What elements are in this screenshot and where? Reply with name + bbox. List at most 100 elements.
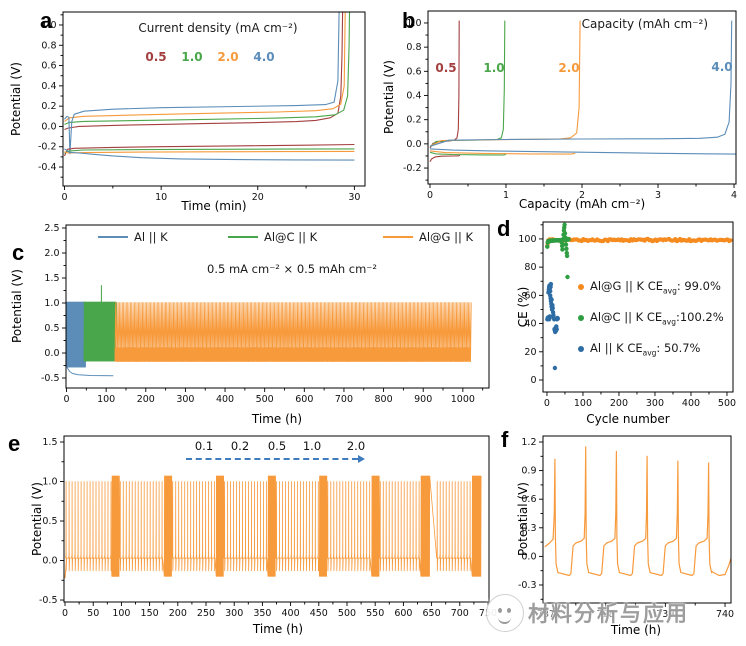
x-tick-label: 200 bbox=[137, 394, 155, 405]
d-scatter-point bbox=[564, 246, 569, 251]
b-series-3 bbox=[429, 20, 733, 147]
x-tick-label: 300 bbox=[646, 398, 664, 409]
y-tick-label: 0.8 bbox=[41, 40, 56, 51]
y-tick-label: 1.5 bbox=[44, 273, 59, 284]
panel-b-frame bbox=[427, 10, 737, 185]
rate-arrow-head-icon bbox=[358, 455, 365, 463]
y-tick-label: 0.0 bbox=[44, 348, 59, 359]
panel-c-annotation: 0.5 mA cm⁻² × 0.5 mAh cm⁻² bbox=[207, 262, 377, 276]
x-tick-label: 100 bbox=[112, 608, 130, 619]
x-tick-label: 800 bbox=[375, 394, 393, 405]
panel-f: 737 738 739 740 -0.3 0.0 0.3 0.6 0.9 1.2 bbox=[518, 435, 734, 620]
y-tick-label: 0.3 bbox=[521, 523, 536, 534]
e-series-1 bbox=[65, 475, 482, 577]
x-tick-label: 4 bbox=[731, 190, 737, 201]
y-tick-label: -0.5 bbox=[39, 595, 58, 606]
legend-label: Al@G || K bbox=[419, 230, 474, 244]
panel-d: 0 100 200 300 400 500 0 20 40 60 80 100 bbox=[518, 221, 736, 409]
b-series-4 bbox=[429, 154, 461, 163]
y-tick-label: -0.4 bbox=[38, 162, 57, 173]
x-tick-label: 450 bbox=[310, 608, 328, 619]
x-tick-label: 0 bbox=[427, 190, 433, 201]
panel-b-capacity-label: 1.0 bbox=[483, 61, 505, 75]
b-series-5 bbox=[429, 151, 507, 156]
panel-e-rate-label: 0.1 bbox=[194, 439, 214, 453]
panel-a-xlabel: Time (min) bbox=[181, 199, 247, 213]
d-scatter-point bbox=[562, 231, 568, 236]
panel-a: 0 10 20 30 -0.4 -0.2 0.0 0.2 0.4 0.6 0.8 1.0 bbox=[38, 11, 366, 203]
d-scatter-point bbox=[550, 305, 555, 311]
panel-c-frame bbox=[65, 224, 490, 389]
y-tick-label: -0.2 bbox=[403, 163, 422, 174]
y-tick-label: 2.5 bbox=[44, 223, 59, 234]
y-tick-label: 0 bbox=[530, 375, 536, 386]
panel-b-capacity-label: 4.0 bbox=[711, 60, 733, 74]
watermark-logo-icon bbox=[486, 594, 524, 632]
panel-f-letter: f bbox=[501, 427, 509, 452]
x-tick-label: 600 bbox=[394, 608, 412, 619]
panel-e-rate-label: 2.0 bbox=[346, 439, 366, 453]
d-scatter-point bbox=[555, 316, 560, 321]
panel-d-letter: d bbox=[497, 216, 511, 241]
c-series-7 bbox=[114, 347, 472, 362]
y-tick-label: 0.4 bbox=[406, 91, 421, 102]
b-series-6 bbox=[429, 150, 576, 155]
x-tick-label: 550 bbox=[366, 608, 384, 619]
panel-a-letter: a bbox=[40, 8, 53, 33]
x-tick-label: 50 bbox=[87, 608, 99, 619]
panel-c-xlabel: Time (h) bbox=[251, 412, 303, 426]
d-scatter-point bbox=[562, 222, 567, 227]
dot-swatch-icon bbox=[578, 315, 584, 322]
y-tick-label: 0.5 bbox=[42, 516, 57, 527]
y-tick-label: 0.2 bbox=[41, 101, 56, 112]
panel-d-legend-item: Al@C || K CEavg:100.2% bbox=[578, 310, 724, 326]
x-tick-label: 500 bbox=[256, 394, 274, 405]
panel-e: 0 50 100 150 200 250 300 350 400 450 500 550 600 650 7… bbox=[39, 435, 497, 619]
panel-f-xlabel: Time (h) bbox=[610, 623, 662, 637]
x-tick-label: 650 bbox=[423, 608, 441, 619]
d-scatter-point bbox=[548, 288, 553, 294]
a-series-4 bbox=[63, 143, 355, 157]
x-tick-label: 900 bbox=[414, 394, 432, 405]
rate-direction-arrow bbox=[186, 458, 358, 460]
x-tick-label: 0 bbox=[63, 394, 69, 405]
b-series-7 bbox=[429, 148, 736, 155]
panel-a-legend-value: 0.5 bbox=[145, 50, 167, 64]
legend-label: Al@G || K CEavg: 99.0% bbox=[590, 279, 721, 296]
d-scatter-point bbox=[565, 274, 570, 280]
panel-a-legend-title: Current density (mA cm⁻²) bbox=[138, 21, 298, 35]
x-tick-label: 500 bbox=[338, 608, 356, 619]
x-tick-label: 300 bbox=[225, 608, 243, 619]
x-tick-label: 0 bbox=[62, 192, 68, 203]
panel-d-legend-item: Al || K CEavg: 50.7% bbox=[578, 341, 701, 357]
panel-d-xlabel: Cycle number bbox=[586, 412, 670, 426]
panel-b: 0 1 2 3 4 -0.2 0.0 0.2 0.4 0.6 0.8 1.0 bbox=[403, 10, 737, 201]
y-tick-label: 40 bbox=[524, 319, 536, 330]
legend-label: Al@C || K CEavg:100.2% bbox=[590, 310, 724, 327]
line-swatch-icon bbox=[98, 236, 128, 238]
y-tick-label: 0.5 bbox=[44, 323, 59, 334]
y-tick-label: 0.0 bbox=[42, 556, 57, 567]
panel-c-ylabel: Potential (V) bbox=[10, 269, 24, 343]
c-series-3 bbox=[83, 301, 117, 362]
panel-c-legend-item: Al || K bbox=[98, 230, 168, 244]
panel-a-frame bbox=[62, 11, 366, 187]
x-tick-label: 400 bbox=[282, 608, 300, 619]
x-tick-label: 300 bbox=[176, 394, 194, 405]
x-tick-label: 1 bbox=[503, 190, 509, 201]
y-tick-label: 1.0 bbox=[41, 20, 56, 31]
d-scatter-point bbox=[563, 242, 569, 247]
panel-b-capacity-label: 0.5 bbox=[435, 61, 457, 75]
panel-e-frame bbox=[63, 435, 490, 603]
d-scatter-point bbox=[554, 327, 559, 332]
watermark: 材料分析与应用 bbox=[486, 594, 689, 632]
y-tick-label: 1.5 bbox=[42, 437, 57, 448]
b-series-0 bbox=[429, 20, 460, 149]
panel-d-legend-item: Al@G || K CEavg: 99.0% bbox=[578, 279, 721, 295]
panel-a-legend-value: 1.0 bbox=[181, 50, 203, 64]
y-tick-label: 0.8 bbox=[406, 42, 421, 53]
x-tick-label: 737 bbox=[537, 609, 555, 620]
x-tick-label: 500 bbox=[718, 398, 736, 409]
x-tick-label: 350 bbox=[253, 608, 271, 619]
